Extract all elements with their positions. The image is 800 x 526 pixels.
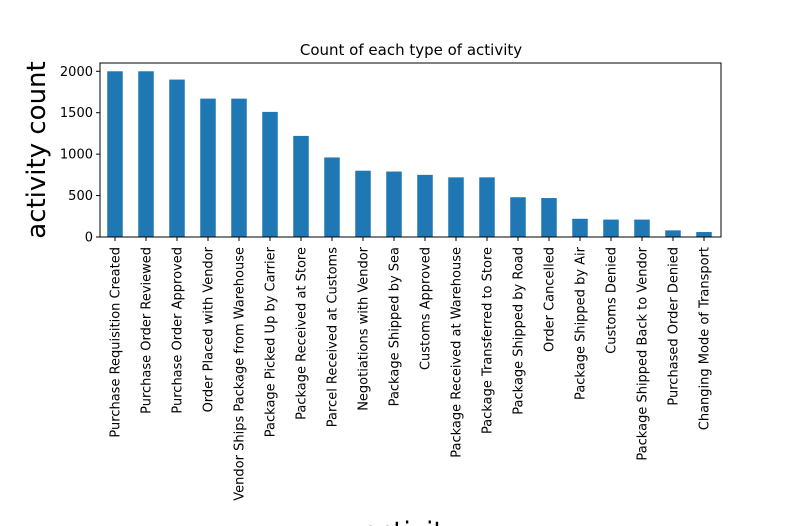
y-tick-label: 500 bbox=[68, 189, 93, 204]
y-tick-label: 1000 bbox=[60, 148, 93, 163]
bar bbox=[479, 177, 495, 237]
bar bbox=[696, 232, 712, 237]
bar bbox=[293, 135, 309, 237]
x-tick-label: Package Received at Warehouse bbox=[450, 247, 465, 458]
x-tick-label: Order Placed with Vendor bbox=[202, 246, 217, 412]
bar bbox=[355, 170, 371, 237]
x-tick-label: Changing Mode of Transport bbox=[698, 247, 713, 430]
x-tick-label: Package Transferred to Store bbox=[481, 247, 496, 434]
y-axis: 0 500 1000 1500 2000 bbox=[60, 65, 100, 246]
x-axis: Purchase Requisition Created Purchase Ord… bbox=[109, 237, 713, 501]
plot-frame bbox=[99, 62, 722, 238]
x-tick-label: Package Shipped by Road bbox=[512, 247, 527, 415]
bar bbox=[231, 98, 247, 237]
bar bbox=[448, 177, 464, 237]
bar bbox=[510, 197, 526, 237]
x-tick-label: Purchase Requisition Created bbox=[109, 247, 124, 438]
chart-title: Count of each type of activity bbox=[300, 41, 522, 59]
x-axis-label: activity bbox=[363, 517, 459, 526]
y-axis-label: activity count bbox=[22, 61, 52, 238]
bar bbox=[169, 79, 185, 237]
y-tick-label: 2000 bbox=[60, 65, 93, 80]
bar bbox=[324, 157, 340, 237]
bar bbox=[107, 71, 123, 238]
x-tick-label: Package Received at Store bbox=[295, 247, 310, 420]
x-tick-label: Purchase Order Reviewed bbox=[140, 247, 155, 414]
x-tick-label: Package Shipped by Sea bbox=[388, 247, 403, 406]
bar bbox=[262, 111, 278, 237]
bar bbox=[665, 230, 681, 237]
bar bbox=[634, 219, 650, 237]
x-tick-label: Purchase Order Approved bbox=[171, 247, 186, 414]
bars-group bbox=[107, 71, 712, 238]
x-tick-label: Customs Denied bbox=[605, 247, 620, 354]
x-tick-label: Order Cancelled bbox=[543, 247, 558, 352]
x-tick-label: Package Shipped by Air bbox=[574, 246, 589, 400]
bar bbox=[200, 98, 216, 237]
x-tick-label: Package Picked Up by Carrier bbox=[264, 246, 279, 437]
x-tick-label: Negotiations with Vendor bbox=[357, 246, 372, 410]
bar bbox=[603, 219, 619, 237]
y-tick-label: 1500 bbox=[60, 106, 93, 121]
x-tick-label: Vendor Ships Package from Warehouse bbox=[233, 247, 248, 501]
x-tick-label: Parcel Received at Customs bbox=[326, 247, 341, 427]
bar bbox=[572, 218, 588, 237]
x-tick-label: Customs Approved bbox=[419, 247, 434, 370]
bar bbox=[541, 198, 557, 237]
x-tick-label: Package Shipped Back to Vendor bbox=[636, 246, 651, 460]
x-tick-label: Purchased Order Denied bbox=[667, 247, 682, 406]
bar bbox=[138, 71, 154, 238]
bar bbox=[417, 174, 433, 237]
bar bbox=[386, 171, 402, 237]
y-tick-label: 0 bbox=[85, 231, 93, 246]
